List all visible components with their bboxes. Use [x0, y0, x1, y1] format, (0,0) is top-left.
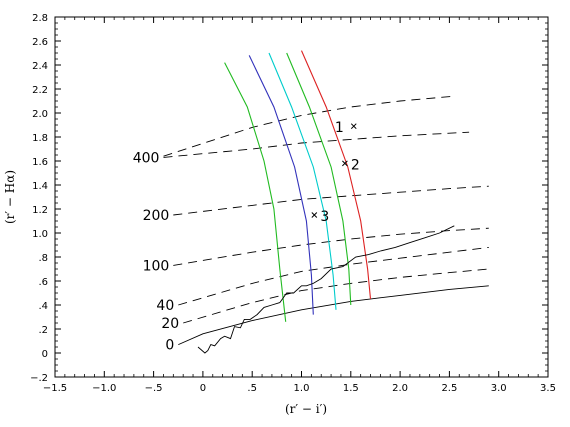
- marker-label: 2: [351, 157, 360, 173]
- plot-frame: [54, 16, 549, 378]
- marker-cross-icon: [311, 212, 318, 218]
- ew-curve-label: 20: [161, 316, 179, 332]
- ew-curve-200: [173, 185, 489, 216]
- y-tick-label: 1.4: [32, 181, 48, 192]
- y-tick-label: 2.4: [32, 61, 48, 72]
- marker-cross-icon: [350, 123, 357, 130]
- colored-curve: [300, 50, 372, 300]
- ew-curve-label: 40: [156, 298, 174, 314]
- y-tick-label: 2.6: [32, 37, 48, 48]
- x-tick-label: 2.5: [441, 383, 457, 394]
- data-track-line: [197, 225, 455, 354]
- curve-labels: 0 20 40 100 200 400 1 2 3: [133, 120, 360, 353]
- x-tick-label: .5: [247, 383, 257, 394]
- y-tick-label: .4: [38, 301, 48, 312]
- marker-1: 1: [335, 120, 357, 136]
- ew-curve-top: [163, 95, 455, 157]
- y-tick-label: .2: [38, 325, 48, 336]
- ew-curve-label: 400: [133, 150, 160, 166]
- ew-curve-0: [178, 285, 489, 346]
- x-axis-label: (r′ − i′): [285, 402, 327, 416]
- y-tick-label: .8: [38, 253, 48, 264]
- ew-curve-400: [163, 131, 470, 158]
- colored-curve: [248, 55, 314, 315]
- y-tick-label: 1.0: [32, 229, 48, 240]
- ew-curve-label: 100: [143, 258, 170, 274]
- x-tick-label: 1.0: [294, 383, 310, 394]
- y-tick-label: 1.2: [32, 205, 48, 216]
- y-tick-label: 1.6: [32, 157, 48, 168]
- y-tick-label: 2.2: [32, 85, 48, 96]
- tick-labels: −1.5 −1.0 −.5 0 .5 1.0 1.5 2.0 2.5 3.0 3.5 −.2 0 .2 .4…: [30, 13, 556, 394]
- y-tick-label: 0: [42, 349, 48, 360]
- y-tick-label: 2.0: [32, 109, 48, 120]
- marker-cross-icon: [342, 160, 348, 167]
- ew-curve-20: [183, 268, 489, 324]
- x-tick-label: −1.0: [92, 383, 116, 394]
- marker-2: 2: [342, 157, 360, 173]
- y-tick-label: 1.8: [32, 133, 48, 144]
- x-tick-label: 2.0: [392, 383, 408, 394]
- y-tick-label: .6: [38, 277, 48, 288]
- x-tick-label: 0: [200, 383, 206, 394]
- ew-curve-100: [173, 227, 489, 266]
- x-tick-label: −1.5: [43, 383, 67, 394]
- ew-curve-label: 200: [143, 208, 170, 224]
- marker-label: 3: [320, 209, 329, 225]
- x-tick-label: −.5: [145, 383, 163, 394]
- colored-curve: [224, 62, 287, 322]
- y-tick-label: 2.8: [32, 13, 48, 24]
- curves-layer: [163, 50, 489, 354]
- colored-curve: [286, 52, 352, 306]
- ew-curve-40: [178, 246, 489, 306]
- x-tick-label: 3.0: [491, 383, 507, 394]
- marker-label: 1: [335, 120, 344, 136]
- marker-3: 3: [311, 209, 329, 225]
- colored-curve: [268, 52, 337, 310]
- y-tick-label: −.2: [30, 373, 48, 384]
- x-tick-label: 3.5: [540, 383, 556, 394]
- y-axis-label: (r′ − Hα): [3, 170, 17, 224]
- ew-curve-label: 0: [165, 338, 174, 354]
- x-tick-label: 1.5: [343, 383, 359, 394]
